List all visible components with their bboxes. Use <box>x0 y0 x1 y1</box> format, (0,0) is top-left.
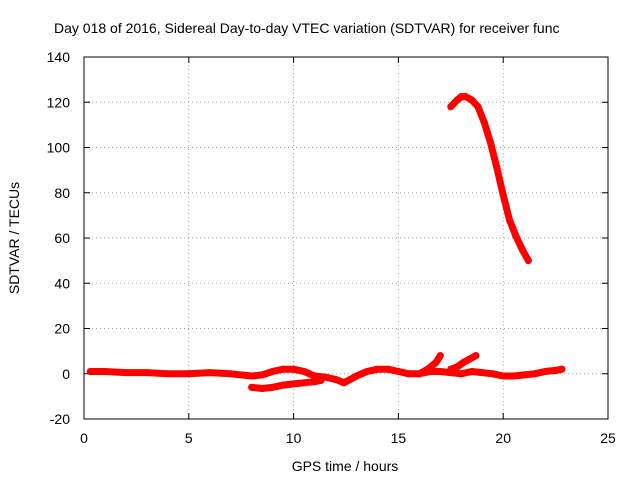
y-tick-label: 140 <box>47 49 71 65</box>
data-point <box>558 365 566 373</box>
data-point <box>512 232 520 240</box>
data-point <box>415 370 423 378</box>
data-point <box>279 365 287 373</box>
x-tick-label: 0 <box>80 430 88 446</box>
data-point <box>520 371 528 379</box>
y-tick-label: 60 <box>54 230 70 246</box>
data-point <box>258 371 266 379</box>
data-point <box>405 370 413 378</box>
y-tick-label: 0 <box>62 366 70 382</box>
data-point <box>459 358 467 366</box>
data-point <box>340 379 348 387</box>
data-point <box>499 372 507 380</box>
data-point <box>466 355 474 363</box>
data-point <box>432 358 440 366</box>
data-point <box>447 103 455 111</box>
data-point <box>499 191 507 199</box>
data-point <box>332 375 340 383</box>
data-point <box>300 367 308 375</box>
y-tick-label: 80 <box>54 185 70 201</box>
data-point <box>424 365 432 373</box>
data-point <box>206 369 214 377</box>
y-tick-label: 20 <box>54 321 70 337</box>
data-point <box>510 372 518 380</box>
y-axis-label: SDTVAR / TECUs <box>6 182 22 294</box>
data-point <box>373 365 381 373</box>
chart-title: Day 018 of 2016, Sidereal Day-to-day VTE… <box>54 20 560 36</box>
y-tick-label: 100 <box>47 140 71 156</box>
data-point <box>457 370 465 378</box>
data-point <box>493 164 501 172</box>
data-point <box>363 367 371 375</box>
series-line <box>415 352 444 378</box>
data-point <box>480 119 488 127</box>
data-point <box>143 369 151 377</box>
data-point <box>248 372 256 380</box>
data-point <box>290 380 298 388</box>
data-point <box>248 383 256 391</box>
data-point <box>468 96 476 104</box>
x-axis-label: GPS time / hours <box>292 458 399 474</box>
y-tick-label: 40 <box>54 275 70 291</box>
data-point <box>86 367 94 375</box>
data-point <box>352 372 360 380</box>
data-point <box>279 381 287 389</box>
data-point <box>468 367 476 375</box>
y-tick-label: 120 <box>47 94 71 110</box>
data-point <box>311 372 319 380</box>
data-point <box>524 257 532 265</box>
data-point <box>317 377 325 385</box>
data-point <box>122 369 130 377</box>
data-point <box>311 378 319 386</box>
data-point <box>227 370 235 378</box>
data-point <box>447 365 455 373</box>
x-tick-label: 20 <box>495 430 511 446</box>
data-point <box>164 370 172 378</box>
x-tick-label: 10 <box>286 430 302 446</box>
data-point <box>518 245 526 253</box>
data-point <box>487 139 495 147</box>
data-point <box>453 363 461 371</box>
data-point <box>436 352 444 360</box>
data-point <box>101 367 109 375</box>
data-point <box>474 103 482 111</box>
data-point <box>552 366 560 374</box>
data-point <box>269 367 277 375</box>
data-point <box>478 369 486 377</box>
x-tick-label: 25 <box>600 430 616 446</box>
data-point <box>290 365 298 373</box>
data-point <box>269 383 277 391</box>
data-point <box>541 367 549 375</box>
plot-frame <box>83 56 609 420</box>
x-tick-label: 15 <box>391 430 407 446</box>
grid <box>84 57 608 419</box>
axis-ticks: 0 5 10 15 20 25 -20 0 20 40 60 80 100 120 140 <box>47 49 616 446</box>
data-point <box>472 352 480 360</box>
data-point <box>461 93 469 101</box>
data-point <box>394 367 402 375</box>
data-point <box>384 365 392 373</box>
data-series <box>86 93 566 392</box>
data-point <box>505 216 513 224</box>
data-point <box>185 370 193 378</box>
data-point <box>436 367 444 375</box>
data-point <box>489 370 497 378</box>
data-point <box>258 384 266 392</box>
y-tick-label: -20 <box>50 411 70 427</box>
data-point <box>300 379 308 387</box>
data-point <box>531 370 539 378</box>
x-tick-label: 5 <box>185 430 193 446</box>
